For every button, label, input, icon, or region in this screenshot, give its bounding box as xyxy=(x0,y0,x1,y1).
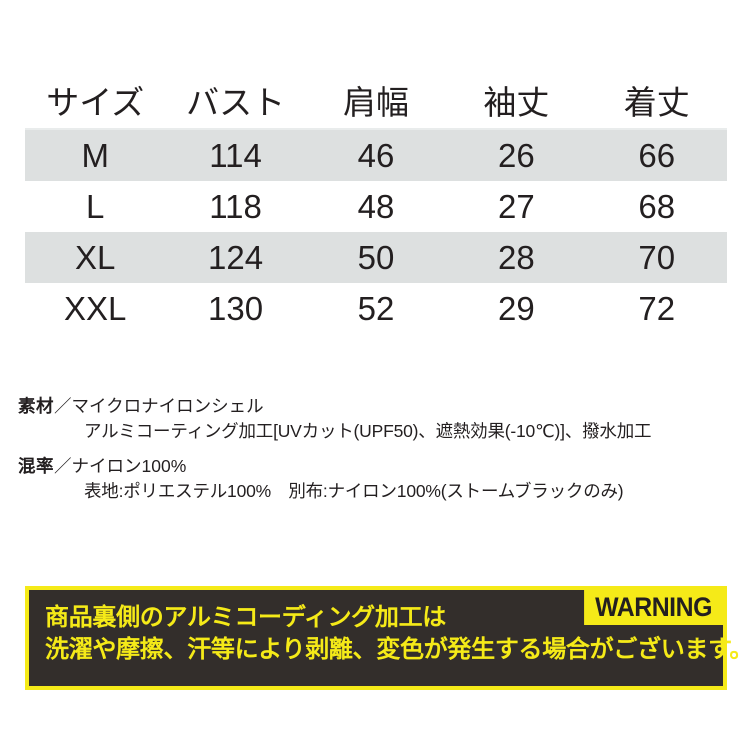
warning-message: 商品裏側のアルミコーディング加工は 洗濯や摩擦、汗等により剥離、変色が発生する場… xyxy=(45,602,750,666)
column-header-size: サイズ xyxy=(25,78,166,130)
column-header-sleeve: 袖丈 xyxy=(446,78,587,130)
size-table-container: サイズ バスト 肩幅 袖丈 着丈 M 114 46 26 66 L 118 48… xyxy=(25,78,727,334)
cell-size: L xyxy=(86,188,105,225)
material-group: 素材／マイクロナイロンシェル アルミコーティング加工[UVカット(UPF50)、… xyxy=(18,394,738,444)
cell-length: 66 xyxy=(586,129,727,181)
warning-banner: WARNING 商品裏側のアルミコーディング加工は 洗濯や摩擦、汗等により剥離、… xyxy=(25,586,750,690)
cell-sleeve: 26 xyxy=(446,129,587,181)
spec-block: 素材／マイクロナイロンシェル アルミコーティング加工[UVカット(UPF50)、… xyxy=(18,394,738,514)
blend-separator: ／ xyxy=(54,456,72,476)
cell-shoulder: 52 xyxy=(357,290,395,327)
table-row: XL 124 50 28 70 xyxy=(25,232,727,283)
material-label: 素材 xyxy=(18,396,54,416)
column-header-shoulder: 肩幅 xyxy=(305,78,447,130)
material-line: 素材／マイクロナイロンシェル xyxy=(18,394,738,419)
size-table: サイズ バスト 肩幅 袖丈 着丈 M 114 46 26 66 L 118 48… xyxy=(25,78,727,334)
material-separator: ／ xyxy=(54,396,72,416)
cell-sleeve: 27 xyxy=(498,188,535,225)
cell-size: XL xyxy=(25,232,166,283)
table-row: XXL 130 52 29 72 xyxy=(25,283,727,334)
material-value: マイクロナイロンシェル xyxy=(71,396,264,416)
cell-size: M xyxy=(25,129,166,181)
warning-line-1: 商品裏側のアルミコーディング加工は xyxy=(45,604,446,631)
blend-detail: 表地:ポリエステル100% 別布:ナイロン100%(ストームブラックのみ) xyxy=(84,481,624,501)
table-header-row: サイズ バスト 肩幅 袖丈 着丈 xyxy=(25,78,727,130)
material-detail: アルミコーティング加工[UVカット(UPF50)、遮熱効果(-10℃)]、撥水加… xyxy=(84,421,652,441)
blend-group: 混率／ナイロン100% 表地:ポリエステル100% 別布:ナイロン100%(スト… xyxy=(18,454,738,504)
cell-bust: 130 xyxy=(208,290,264,327)
cell-shoulder: 46 xyxy=(305,129,447,181)
size-table-body: M 114 46 26 66 L 118 48 27 68 XL 124 50 … xyxy=(25,129,727,334)
column-header-length: 着丈 xyxy=(586,78,727,130)
table-row: M 114 46 26 66 xyxy=(25,129,727,181)
blend-value: ナイロン100% xyxy=(71,456,187,476)
blend-label: 混率 xyxy=(18,456,54,476)
cell-length: 68 xyxy=(638,188,676,225)
blend-line: 混率／ナイロン100% xyxy=(18,454,738,479)
column-header-bust: バスト xyxy=(165,78,306,130)
cell-length: 72 xyxy=(638,290,676,327)
cell-length: 70 xyxy=(586,232,727,283)
cell-sleeve: 28 xyxy=(446,232,587,283)
cell-shoulder: 48 xyxy=(357,188,395,225)
table-row: L 118 48 27 68 xyxy=(25,181,727,232)
cell-size: XXL xyxy=(64,290,127,327)
cell-bust: 118 xyxy=(209,188,262,225)
warning-badge: WARNING xyxy=(584,590,723,625)
warning-line-2: 洗濯や摩擦、汗等により剥離、変色が発生する場合がございます。 xyxy=(45,636,750,663)
cell-bust: 124 xyxy=(165,232,306,283)
cell-sleeve: 29 xyxy=(498,290,535,327)
cell-bust: 114 xyxy=(165,129,306,181)
cell-shoulder: 50 xyxy=(305,232,447,283)
size-table-head: サイズ バスト 肩幅 袖丈 着丈 xyxy=(25,78,727,130)
